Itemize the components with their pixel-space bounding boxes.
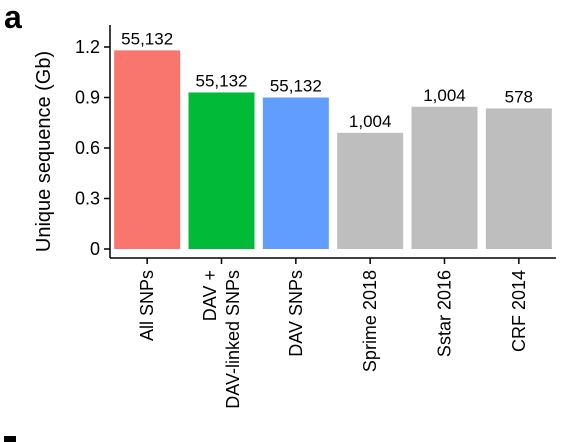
x-tick-label: Sstar 2016 bbox=[435, 270, 455, 357]
data-label: 55,132 bbox=[121, 29, 173, 48]
y-tick-label: 0.9 bbox=[75, 88, 100, 108]
y-tick-label: 0.3 bbox=[75, 189, 100, 209]
y-tick-label: 1.2 bbox=[75, 37, 100, 57]
data-label: 578 bbox=[505, 87, 533, 106]
data-label: 55,132 bbox=[196, 71, 248, 90]
data-label: 1,004 bbox=[349, 112, 392, 131]
data-label: 55,132 bbox=[270, 77, 322, 96]
panel-label: a bbox=[4, 0, 22, 35]
bar bbox=[188, 92, 255, 249]
y-axis-title: Unique sequence (Gb) bbox=[33, 51, 55, 252]
y-tick-label: 0 bbox=[90, 239, 100, 259]
bar bbox=[114, 50, 181, 249]
x-tick-label: All SNPs bbox=[137, 270, 157, 341]
data-label: 1,004 bbox=[423, 86, 466, 105]
bar bbox=[411, 106, 478, 249]
y-tick-label: 0.6 bbox=[75, 138, 100, 158]
x-tick-label: DAV SNPs bbox=[286, 270, 306, 357]
bar bbox=[262, 97, 329, 249]
x-tick-label: Sprime 2018 bbox=[360, 270, 380, 372]
axes-group: All SNPs DAV + DAV-linked SNPs DAV SNPs Spri… bbox=[75, 25, 556, 409]
x-tick-label: DAV + bbox=[200, 270, 220, 321]
panel-b-edge-mark bbox=[4, 436, 16, 442]
x-tick-label: DAV-linked SNPs bbox=[223, 270, 243, 409]
bar bbox=[485, 108, 552, 249]
x-tick-label: CRF 2014 bbox=[509, 270, 529, 352]
bar bbox=[337, 132, 404, 249]
bars-group: 55,132 55,132 55,132 1,004 1,004 578 bbox=[114, 29, 552, 249]
